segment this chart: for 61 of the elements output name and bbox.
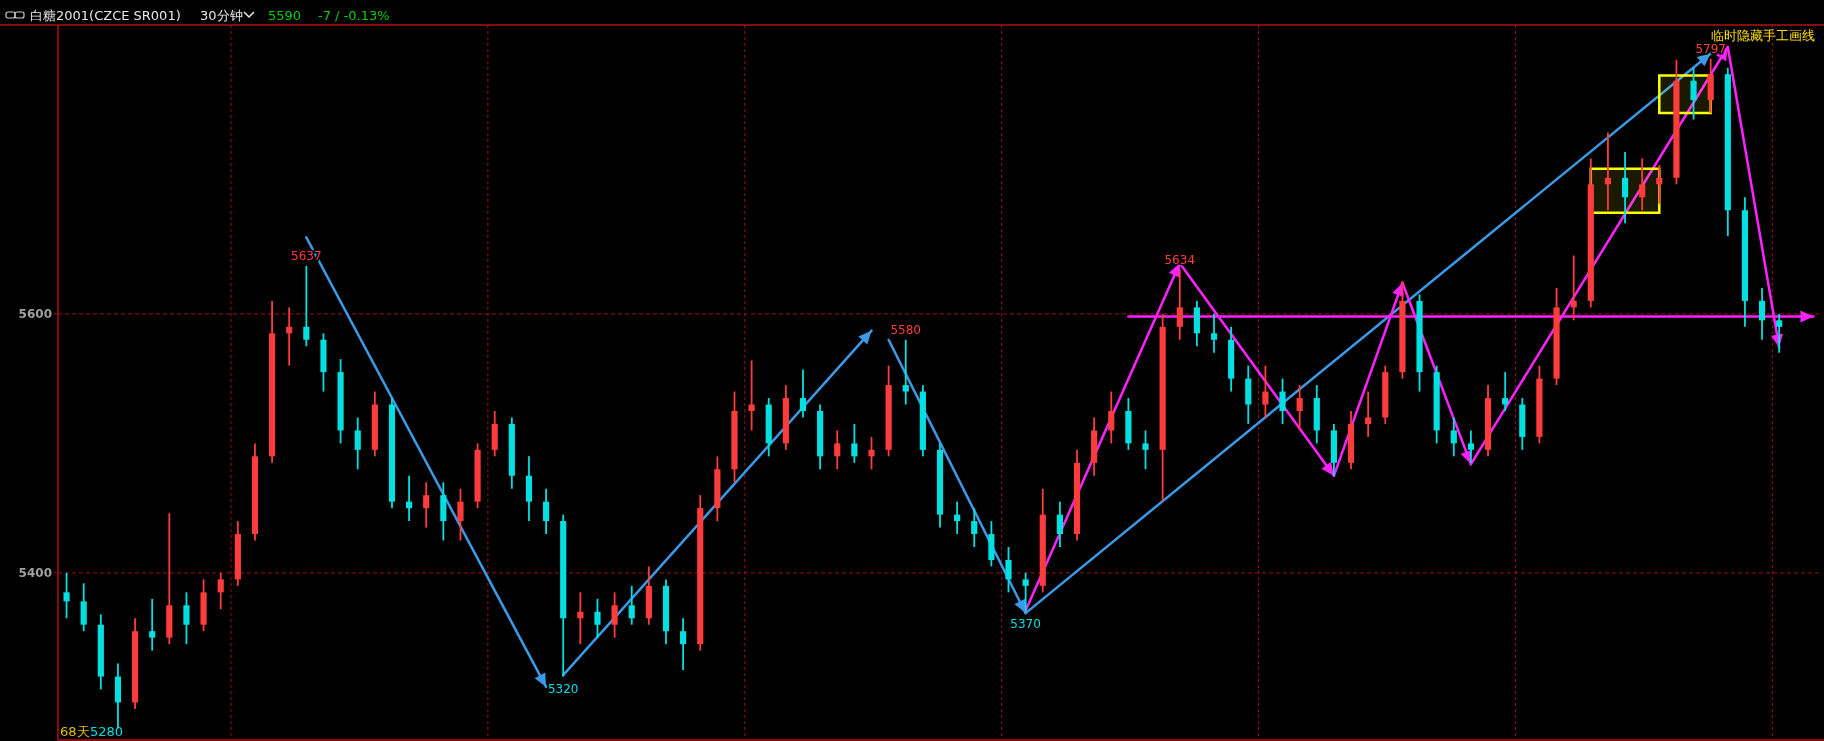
candlestick — [303, 265, 310, 348]
candlestick — [1005, 546, 1012, 594]
candlestick — [748, 359, 755, 432]
annotation: 5370 — [1010, 616, 1041, 631]
candlestick — [63, 572, 70, 620]
candlestick — [834, 429, 841, 471]
candlestick — [1467, 429, 1474, 464]
candlestick — [1279, 377, 1286, 425]
candlestick — [1690, 66, 1697, 121]
chart-subtitle: 30分钟 — [200, 8, 243, 23]
candlestick — [1656, 163, 1663, 205]
y-tick-label: 5600 — [18, 306, 52, 321]
candlestick — [1108, 390, 1115, 445]
candlestick — [1262, 364, 1269, 419]
candlestick — [1450, 416, 1457, 458]
candlestick — [628, 584, 635, 626]
candlestick — [1296, 384, 1303, 432]
candlestick — [902, 338, 909, 406]
candlestick — [1022, 572, 1029, 613]
candlestick — [594, 597, 601, 639]
candlestick — [457, 487, 464, 542]
candlestick — [183, 591, 190, 646]
candlestick — [1621, 151, 1629, 225]
candlestick — [1210, 312, 1218, 354]
annotation: 5320 — [547, 681, 579, 696]
candlestick — [1776, 312, 1783, 354]
text: 5590 — [268, 8, 302, 23]
chart-title: 白糖2001(CZCE SR001) — [30, 8, 181, 23]
y-tick-label: 5400 — [18, 565, 52, 580]
candlestick — [149, 597, 156, 652]
text: -7 / -0.13% — [318, 8, 390, 23]
candlestick — [1570, 254, 1577, 322]
annotation: 5280 — [90, 724, 124, 739]
candlestick — [1604, 131, 1612, 212]
candlestick — [1758, 287, 1766, 341]
annotation: 5580 — [890, 322, 922, 337]
candlestick — [680, 617, 687, 671]
candlestick — [1502, 371, 1509, 412]
candlestick — [543, 487, 550, 535]
candlestick — [1176, 268, 1183, 341]
candlestick — [286, 306, 293, 367]
candlestick — [354, 416, 361, 471]
candlestick — [577, 591, 584, 646]
candlestick — [1365, 390, 1372, 438]
candlestick — [1639, 157, 1646, 212]
candlestick — [799, 368, 807, 419]
candlestick — [851, 423, 858, 464]
annotation: 临时隐藏手工画线 — [1711, 28, 1815, 43]
annotation: 5634 — [1164, 252, 1196, 267]
candlestick — [423, 481, 430, 529]
annotation: 68天 — [60, 724, 90, 739]
candlestick — [954, 500, 961, 535]
candlestick — [80, 582, 87, 633]
candlestick — [868, 436, 875, 471]
annotation: 5797 — [1695, 41, 1726, 56]
candlestick — [1056, 500, 1063, 548]
candlestick — [406, 474, 413, 522]
candlestick — [611, 591, 618, 639]
candlestick — [1142, 429, 1149, 471]
candlestick — [217, 572, 224, 611]
candlestick — [971, 507, 978, 548]
